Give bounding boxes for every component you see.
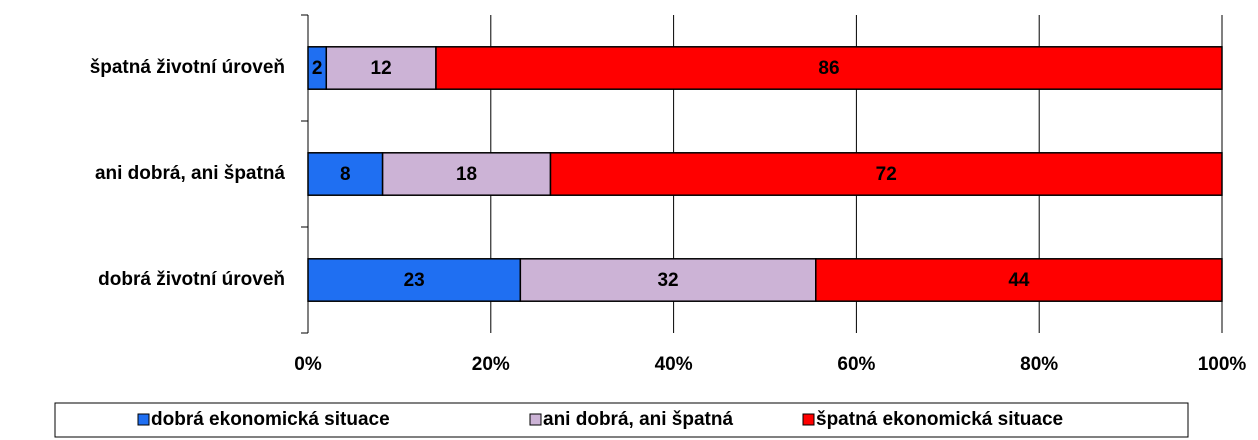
- data-label: 12: [371, 58, 392, 79]
- bar-segment: [435, 46, 1223, 90]
- bar-segment: [307, 152, 384, 196]
- bar-segment: [307, 258, 522, 302]
- data-label: 72: [876, 164, 897, 185]
- y-tick-label: ani dobrá, ani špatná: [95, 163, 285, 184]
- legend-box: [54, 402, 1189, 438]
- x-tick-label: 40%: [655, 354, 693, 375]
- x-tick-label: 0%: [294, 354, 322, 375]
- bar-segment: [815, 258, 1223, 302]
- x-tick-label: 80%: [1020, 354, 1058, 375]
- legend-swatch: [529, 413, 542, 426]
- legend-label: špatná ekonomická situace: [816, 409, 1063, 430]
- bar-segment: [381, 152, 552, 196]
- data-label: 32: [657, 270, 678, 291]
- data-label: 86: [818, 58, 839, 79]
- y-tick-label: špatná životní úroveň: [90, 57, 285, 78]
- legend-swatch: [802, 413, 815, 426]
- bar-segment: [549, 152, 1223, 196]
- data-label: 23: [404, 270, 425, 291]
- x-tick-label: 100%: [1198, 354, 1247, 375]
- data-label: 2: [312, 58, 323, 79]
- bar-segment: [325, 46, 437, 90]
- data-label: 8: [340, 164, 351, 185]
- x-tick-label: 20%: [472, 354, 510, 375]
- legend-label: ani dobrá, ani špatná: [543, 409, 733, 430]
- x-tick-label: 60%: [837, 354, 875, 375]
- y-tick-label: dobrá životní úroveň: [98, 269, 285, 290]
- data-label: 44: [1008, 270, 1030, 291]
- data-label: 18: [456, 164, 477, 185]
- legend-label: dobrá ekonomická situace: [151, 409, 390, 430]
- legend-swatch: [137, 413, 150, 426]
